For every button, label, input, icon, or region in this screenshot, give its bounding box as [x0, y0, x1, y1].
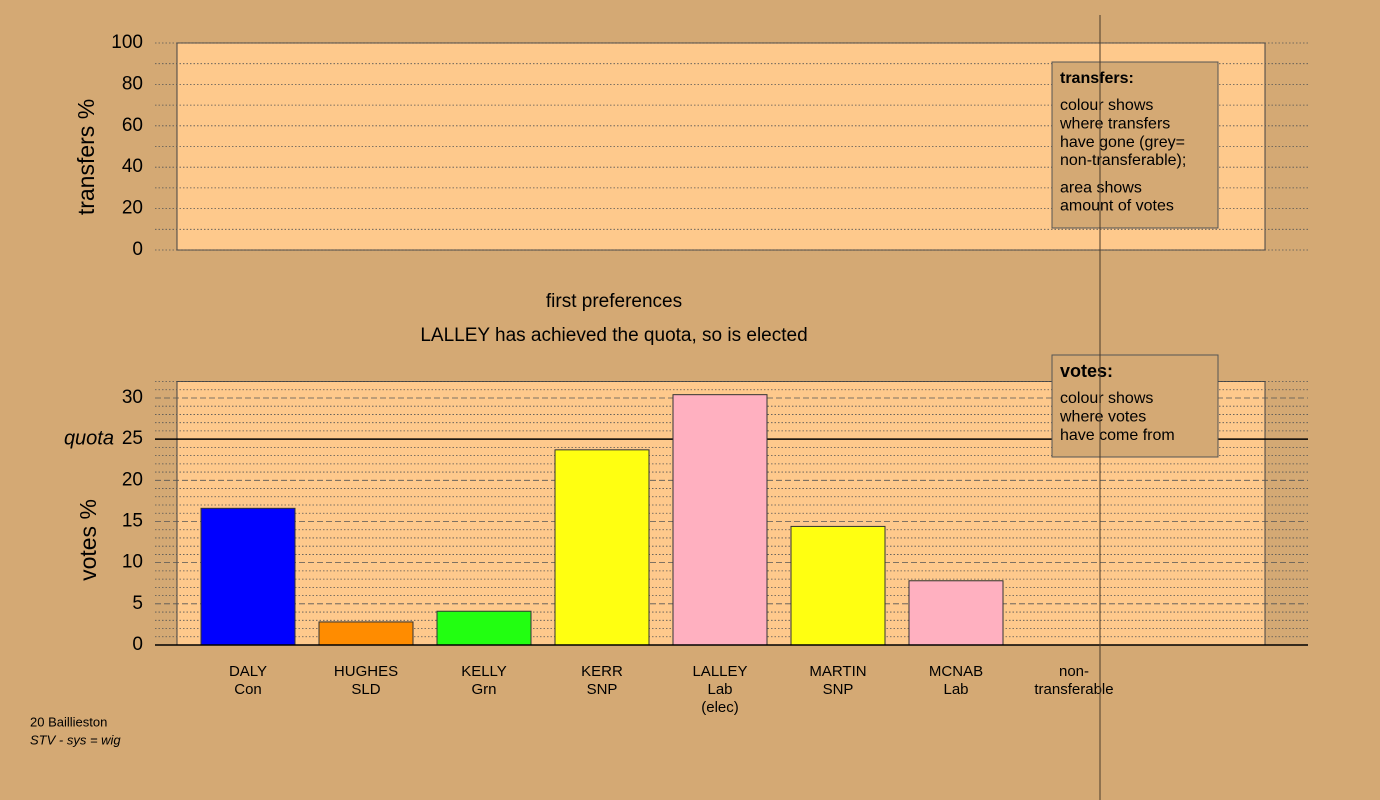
- y-tick-label: 20: [122, 198, 143, 219]
- x-tick-label: SLD: [351, 681, 380, 698]
- y-tick-label: 20: [122, 469, 143, 490]
- x-tick-label: HUGHES: [334, 663, 398, 680]
- x-tick-label: Grn: [471, 681, 496, 698]
- note-text: colour shows: [1060, 97, 1153, 114]
- x-tick-label: MARTIN: [809, 663, 866, 680]
- note-text: have gone (grey=: [1060, 134, 1185, 151]
- y-tick-label: 0: [132, 634, 143, 655]
- x-tick-label: MCNAB: [929, 663, 983, 680]
- bar: [200, 507, 296, 646]
- bar: [672, 394, 768, 646]
- note-text: where votes: [1059, 409, 1146, 426]
- note-text: non-transferable);: [1060, 152, 1186, 169]
- bar: [790, 525, 886, 646]
- y-tick-label: 30: [122, 387, 143, 408]
- bar: [554, 449, 650, 646]
- note-text: have come from: [1060, 427, 1175, 444]
- note-text: where transfers: [1059, 116, 1170, 133]
- y-tick-label: 40: [122, 156, 143, 177]
- x-tick-label: KERR: [581, 663, 623, 680]
- y-tick-label: 5: [132, 593, 143, 614]
- y-tick-label: 0: [132, 239, 143, 260]
- x-tick-label: Lab: [943, 681, 968, 698]
- y-tick-label: 100: [111, 32, 143, 53]
- y-tick-label: 15: [122, 511, 143, 532]
- bar: [436, 610, 532, 646]
- quota-label: quota: [64, 427, 114, 449]
- x-tick-label: SNP: [823, 681, 854, 698]
- note-title: transfers:: [1060, 70, 1134, 87]
- note-box: [1051, 61, 1219, 229]
- y-axis-label: votes %: [75, 499, 101, 581]
- y-tick-label: 80: [122, 73, 143, 94]
- footer-place: 20 Baillieston: [30, 714, 107, 729]
- y-tick-label: 60: [122, 115, 143, 136]
- note-title: votes:: [1060, 361, 1113, 381]
- x-tick-label: Lab: [707, 681, 732, 698]
- x-tick-label: LALLEY: [692, 663, 747, 680]
- x-tick-label: KELLY: [461, 663, 507, 680]
- bar: [318, 621, 414, 646]
- x-tick-label: (elec): [701, 699, 739, 716]
- footer-system: STV - sys = wig: [30, 732, 121, 747]
- note-text: colour shows: [1060, 390, 1153, 407]
- x-tick-label: SNP: [587, 681, 618, 698]
- x-tick-label: non-: [1059, 663, 1089, 680]
- y-tick-label: 10: [122, 552, 143, 573]
- note-text: area shows: [1060, 179, 1142, 196]
- chart-subtitle: LALLEY has achieved the quota, so is ele…: [420, 325, 807, 346]
- x-tick-label: transferable: [1034, 681, 1113, 698]
- chart-title: first preferences: [546, 291, 682, 312]
- bar: [908, 580, 1004, 646]
- note-box: [1051, 354, 1219, 458]
- x-tick-label: DALY: [229, 663, 267, 680]
- y-tick-label: 25: [122, 428, 143, 449]
- y-axis-label: transfers %: [73, 99, 99, 215]
- note-text: amount of votes: [1060, 198, 1174, 215]
- x-tick-label: Con: [234, 681, 262, 698]
